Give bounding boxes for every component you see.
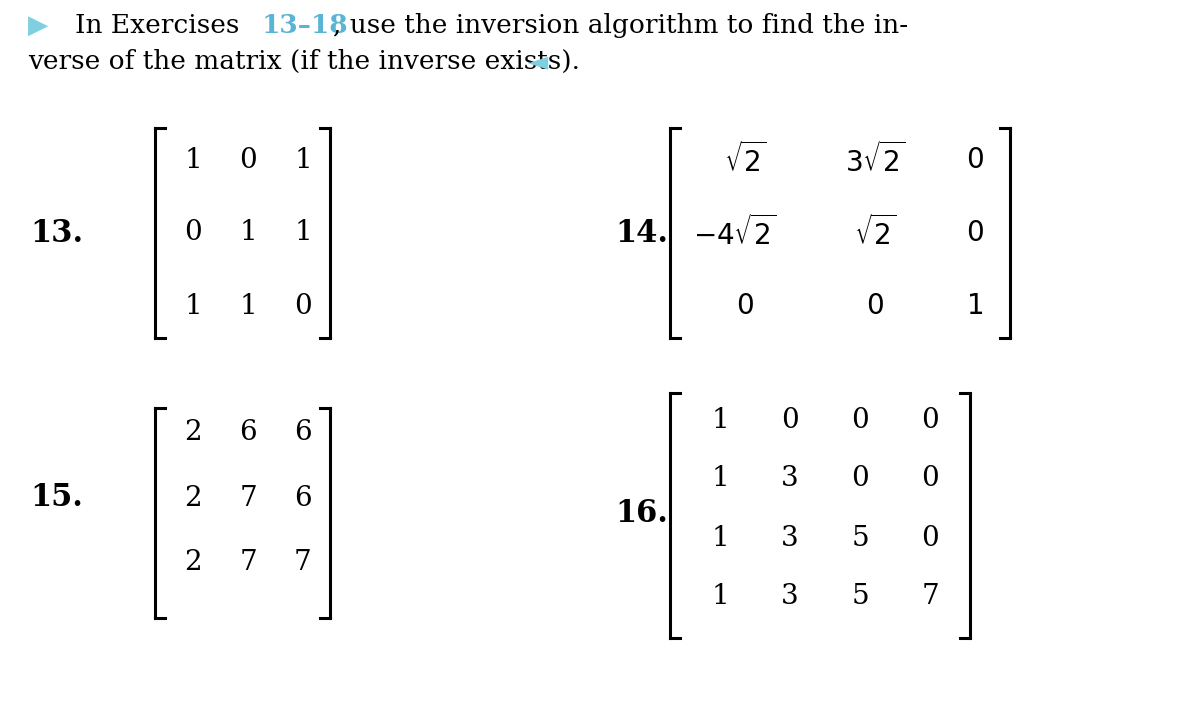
Text: $0$: $0$ xyxy=(866,292,884,320)
Text: 7: 7 xyxy=(239,485,257,512)
Text: 1: 1 xyxy=(294,146,312,173)
Text: $\sqrt{2}$: $\sqrt{2}$ xyxy=(724,142,767,178)
Text: 3: 3 xyxy=(781,524,799,552)
Text: 2: 2 xyxy=(184,485,202,512)
Text: 0: 0 xyxy=(294,293,312,320)
Text: 13–18: 13–18 xyxy=(262,13,349,38)
Text: 1: 1 xyxy=(712,406,728,433)
Text: $0$: $0$ xyxy=(966,146,984,174)
Text: 0: 0 xyxy=(781,406,799,433)
Text: 1: 1 xyxy=(184,293,202,320)
Text: , use the inversion algorithm to find the in-: , use the inversion algorithm to find th… xyxy=(334,13,908,38)
Text: 2: 2 xyxy=(184,550,202,577)
Text: 2: 2 xyxy=(184,419,202,446)
Text: 0: 0 xyxy=(184,220,202,247)
Text: 7: 7 xyxy=(239,550,257,577)
Text: 1: 1 xyxy=(712,524,728,552)
Text: $1$: $1$ xyxy=(966,292,984,320)
Text: 5: 5 xyxy=(851,584,869,611)
Text: $0$: $0$ xyxy=(736,292,754,320)
Text: 3: 3 xyxy=(781,584,799,611)
Text: 1: 1 xyxy=(239,293,257,320)
Text: 6: 6 xyxy=(294,419,312,446)
Text: 15.: 15. xyxy=(30,483,83,513)
Text: 7: 7 xyxy=(922,584,938,611)
Text: 14.: 14. xyxy=(616,218,668,248)
Text: 0: 0 xyxy=(851,465,869,493)
Text: 0: 0 xyxy=(239,146,257,173)
Text: 0: 0 xyxy=(922,406,938,433)
Text: 13.: 13. xyxy=(30,218,83,248)
Text: $3\sqrt{2}$: $3\sqrt{2}$ xyxy=(845,142,905,178)
Text: 1: 1 xyxy=(294,220,312,247)
Text: $\sqrt{2}$: $\sqrt{2}$ xyxy=(853,215,896,251)
Text: 16.: 16. xyxy=(616,497,668,529)
Text: $0$: $0$ xyxy=(966,219,984,247)
Text: In Exercises: In Exercises xyxy=(74,13,247,38)
Text: 1: 1 xyxy=(712,465,728,493)
Text: 1: 1 xyxy=(184,146,202,173)
Text: 5: 5 xyxy=(851,524,869,552)
Text: 1: 1 xyxy=(712,584,728,611)
Text: 3: 3 xyxy=(781,465,799,493)
Text: 0: 0 xyxy=(922,524,938,552)
Text: verse of the matrix (if the inverse exists).: verse of the matrix (if the inverse exis… xyxy=(28,49,596,74)
Text: $-4\sqrt{2}$: $-4\sqrt{2}$ xyxy=(694,215,776,251)
Text: 0: 0 xyxy=(922,465,938,493)
Text: ▶: ▶ xyxy=(28,13,48,38)
Text: ◄: ◄ xyxy=(528,49,548,74)
Text: 0: 0 xyxy=(851,406,869,433)
Text: 6: 6 xyxy=(294,485,312,512)
Text: 6: 6 xyxy=(239,419,257,446)
Text: 1: 1 xyxy=(239,220,257,247)
Text: 7: 7 xyxy=(294,550,312,577)
